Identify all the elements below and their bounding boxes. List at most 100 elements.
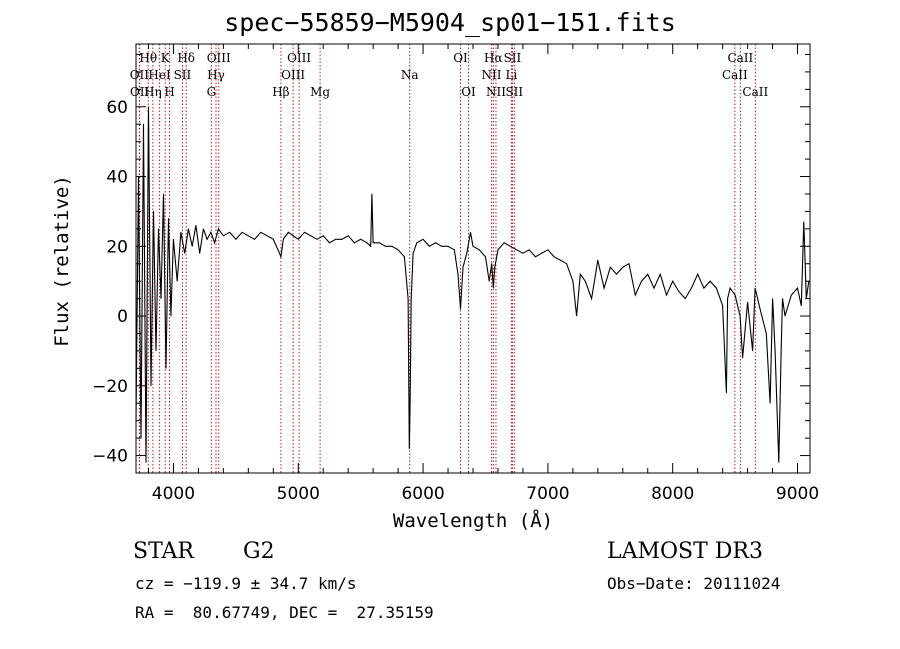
line-marker-label-5: HeI: [148, 68, 171, 82]
data-point-81: [485, 256, 486, 258]
data-point-21: [195, 225, 197, 226]
data-point-77: [466, 252, 468, 254]
data-point-133: [759, 308, 761, 310]
data-point-66: [412, 252, 414, 254]
data-point-8: [155, 350, 157, 352]
data-point-47: [329, 242, 330, 244]
data-point-82: [488, 280, 490, 282]
axis-tick-labels: 4000 5000 6000 7000 8000 9000 −40 −20 0 20 40 60: [92, 98, 819, 504]
data-point-113: [659, 273, 661, 275]
data-point-65: [410, 298, 412, 299]
line-marker-label-27: CaII: [742, 85, 768, 99]
data-point-79: [472, 245, 474, 247]
line-marker-label-13: OIII: [287, 51, 311, 65]
data-point-53: [366, 242, 368, 244]
data-point-29: [229, 231, 231, 233]
line-marker-label-15: Mg: [310, 85, 330, 99]
data-point-56: [372, 242, 374, 244]
data-point-45: [316, 238, 318, 240]
redshift-velocity: cz = −119.9 ± 34.7 km/s: [135, 574, 357, 593]
data-point-145: [803, 221, 805, 223]
data-point-28: [223, 235, 224, 237]
data-point-39: [282, 238, 284, 240]
line-marker-label-6: H: [164, 85, 174, 99]
line-marker-label-12: Hβ: [272, 85, 289, 99]
line-marker-label-9: OIII: [207, 51, 231, 65]
data-point-85: [494, 266, 496, 268]
data-point-120: [703, 287, 705, 289]
data-point-88: [510, 245, 511, 247]
plot-frame: [135, 43, 811, 474]
line-marker-label-16: Na: [401, 68, 419, 82]
data-point-98: [572, 280, 574, 282]
line-marker-label-1: OII: [130, 68, 150, 82]
data-point-12: [165, 368, 167, 369]
data-point-109: [634, 294, 636, 296]
x-tick-label-6000: 6000: [401, 484, 444, 504]
axes-frame: [135, 43, 811, 474]
line-marker-label-2: OII: [130, 85, 150, 99]
data-point-83: [491, 263, 493, 265]
data-point-30: [235, 238, 237, 240]
data-point-49: [341, 238, 343, 240]
data-point-4: [145, 462, 147, 463]
data-point-50: [347, 235, 349, 237]
line-marker-label-26: CaII: [722, 68, 748, 82]
data-point-141: [784, 315, 786, 317]
spectral-subclass: G2: [243, 539, 275, 564]
data-point-115: [672, 280, 674, 282]
data-point-108: [628, 263, 630, 265]
data-point-134: [765, 333, 767, 334]
data-point-126: [729, 287, 731, 289]
data-point-35: [266, 235, 268, 237]
data-point-96: [560, 259, 561, 261]
observation-date: Obs−Date: 20111024: [607, 574, 781, 593]
data-point-33: [254, 238, 256, 240]
data-point-135: [769, 402, 771, 404]
data-point-100: [579, 273, 581, 275]
data-point-46: [322, 235, 324, 237]
data-point-86: [497, 249, 499, 251]
data-point-20: [191, 245, 193, 247]
data-point-142: [790, 294, 792, 296]
line-markers: [138, 44, 756, 473]
data-point-3: [143, 123, 144, 125]
data-point-131: [752, 350, 753, 352]
x-tick-label-5000: 5000: [277, 484, 320, 504]
y-tick-label--40: −40: [92, 447, 128, 467]
data-point-110: [641, 280, 642, 282]
data-point-17: [180, 231, 182, 233]
line-marker-label-10: Hγ: [207, 68, 225, 82]
x-axis-label: Wavelength (Å): [392, 510, 554, 532]
data-point-38: [280, 256, 282, 258]
data-point-19: [188, 228, 189, 230]
data-point-24: [206, 238, 208, 240]
line-marker-label-3: Hη: [144, 85, 162, 99]
chart-title: spec−55859−M5904_sp01−151.fits: [224, 8, 676, 37]
data-point-140: [782, 298, 783, 299]
y-tick-label--20: −20: [92, 377, 128, 397]
data-point-121: [709, 280, 711, 282]
data-point-72: [447, 245, 449, 247]
data-point-144: [800, 305, 802, 306]
data-point-26: [214, 242, 216, 244]
data-point-73: [453, 249, 455, 251]
data-point-76: [462, 266, 464, 268]
data-point-9: [158, 228, 159, 230]
y-tick-label-0: 0: [117, 307, 128, 327]
line-marker-label-14: OIII: [281, 68, 305, 82]
data-point-58: [385, 245, 386, 247]
data-point-25: [210, 231, 212, 233]
line-marker-label-25: CaII: [727, 51, 753, 65]
data-point-139: [780, 343, 782, 345]
data-point-67: [416, 242, 418, 244]
data-point-114: [666, 294, 667, 296]
data-point-6: [150, 385, 152, 387]
data-point-57: [379, 242, 380, 244]
data-point-117: [684, 298, 686, 299]
data-point-44: [310, 235, 312, 237]
data-point-106: [616, 273, 617, 275]
object-class: STAR: [133, 539, 194, 564]
